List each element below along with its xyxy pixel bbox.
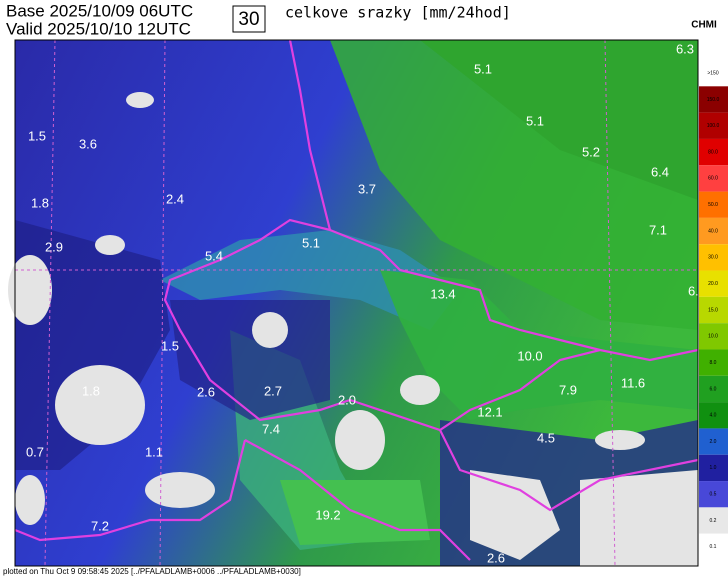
legend-label: 30.0	[708, 255, 718, 261]
value-label: 7.4	[262, 421, 280, 436]
legend-swatch	[699, 112, 728, 139]
value-label: 11.6	[621, 375, 645, 390]
value-label: 10.0	[517, 348, 542, 363]
legend-swatch	[699, 244, 728, 271]
value-label: 7.1	[649, 222, 667, 237]
value-label: 12.1	[477, 404, 502, 419]
legend-label: 6.0	[710, 386, 717, 392]
value-label: 6.4	[651, 164, 669, 179]
value-label: 6.3	[676, 41, 694, 56]
value-label: 5.2	[582, 144, 600, 159]
legend-label: 0.1	[710, 544, 717, 550]
legend-label: 150.0	[707, 97, 720, 103]
legend-swatch	[699, 481, 728, 508]
legend-swatch	[699, 191, 728, 218]
legend-swatch	[699, 428, 728, 455]
value-label: 2.7	[264, 383, 282, 398]
legend-label: >150	[707, 70, 718, 76]
value-label: 1.5	[28, 128, 46, 143]
base-time: Base 2025/10/09 06UTC	[6, 1, 193, 20]
legend-label: 1.0	[710, 465, 717, 471]
legend-swatch	[699, 138, 728, 166]
legend-label: 8.0	[710, 360, 717, 366]
value-label: 13.4	[430, 286, 455, 301]
legend-swatch	[699, 375, 728, 403]
map-frame	[14, 39, 699, 567]
value-label: 2.6	[197, 384, 215, 399]
valid-time: Valid 2025/10/10 12UTC	[6, 19, 191, 38]
borders	[14, 39, 699, 561]
legend: >150 150.0 100.0 80.0 60.0 50.0 40.0 30.0 20.0 15…	[699, 60, 728, 560]
value-label: 2.6	[487, 550, 505, 565]
value-label: 2.9	[45, 239, 63, 254]
legend-label: 40.0	[708, 228, 718, 234]
legend-swatch	[699, 454, 728, 482]
value-label: 0.7	[26, 444, 44, 459]
value-label: 5.1	[526, 113, 544, 128]
step: 30	[238, 9, 259, 30]
legend-label: 0.5	[710, 492, 717, 498]
legend-label: 10.0	[708, 334, 718, 340]
legend-swatch	[699, 402, 728, 429]
value-labels: 6.35.155.11.53.65.26.43.71.82.467.15.12.…	[26, 41, 726, 565]
legend-label: 50.0	[708, 202, 718, 208]
value-label: 7.9	[559, 382, 577, 397]
legend-swatch	[699, 296, 728, 324]
value-label: 5.1	[474, 61, 492, 76]
value-label: 5.4	[205, 248, 223, 263]
legend-swatch	[699, 86, 728, 113]
legend-label: 60.0	[708, 176, 718, 182]
footer: plotted on Thu Oct 9 09:58:45 2025 [../P…	[3, 567, 301, 576]
value-label: 7.2	[91, 518, 109, 533]
no-data-patches	[8, 92, 698, 566]
value-label: 19.2	[315, 507, 340, 522]
value-label: 1.1	[145, 444, 163, 459]
legend-swatch	[699, 217, 728, 245]
legend-swatch	[699, 60, 728, 87]
legend-label: 2.0	[710, 439, 717, 445]
step-box	[232, 5, 266, 33]
grid-lines	[15, 39, 698, 567]
value-label: 4.5	[537, 430, 555, 445]
value-label: 1.8	[82, 383, 100, 398]
value-label: 1.8	[31, 195, 49, 210]
legend-swatch	[699, 323, 728, 350]
legend-label: 80.0	[708, 149, 718, 155]
precip-fields	[15, 40, 698, 566]
legend-label: 15.0	[708, 307, 718, 313]
product-title: celkove srazky [mm/24hod]	[285, 4, 511, 22]
value-label: 3.6	[79, 136, 97, 151]
value-label: 2.4	[166, 191, 184, 206]
legend-swatch	[699, 349, 728, 376]
logo: CHMI	[691, 20, 717, 31]
legend-label: 100.0	[707, 123, 720, 129]
legend-label: 0.2	[710, 518, 717, 524]
legend-label: 4.0	[710, 413, 717, 419]
value-label: 5.1	[302, 235, 320, 250]
legend-swatch	[699, 533, 728, 560]
legend-swatch	[699, 507, 728, 534]
value-label: 1.5	[161, 338, 179, 353]
legend-swatch	[699, 270, 728, 297]
legend-swatch	[699, 165, 728, 192]
legend-label: 20.0	[708, 281, 718, 287]
value-label: 3.7	[358, 181, 376, 196]
value-label: 2.0	[338, 392, 356, 407]
